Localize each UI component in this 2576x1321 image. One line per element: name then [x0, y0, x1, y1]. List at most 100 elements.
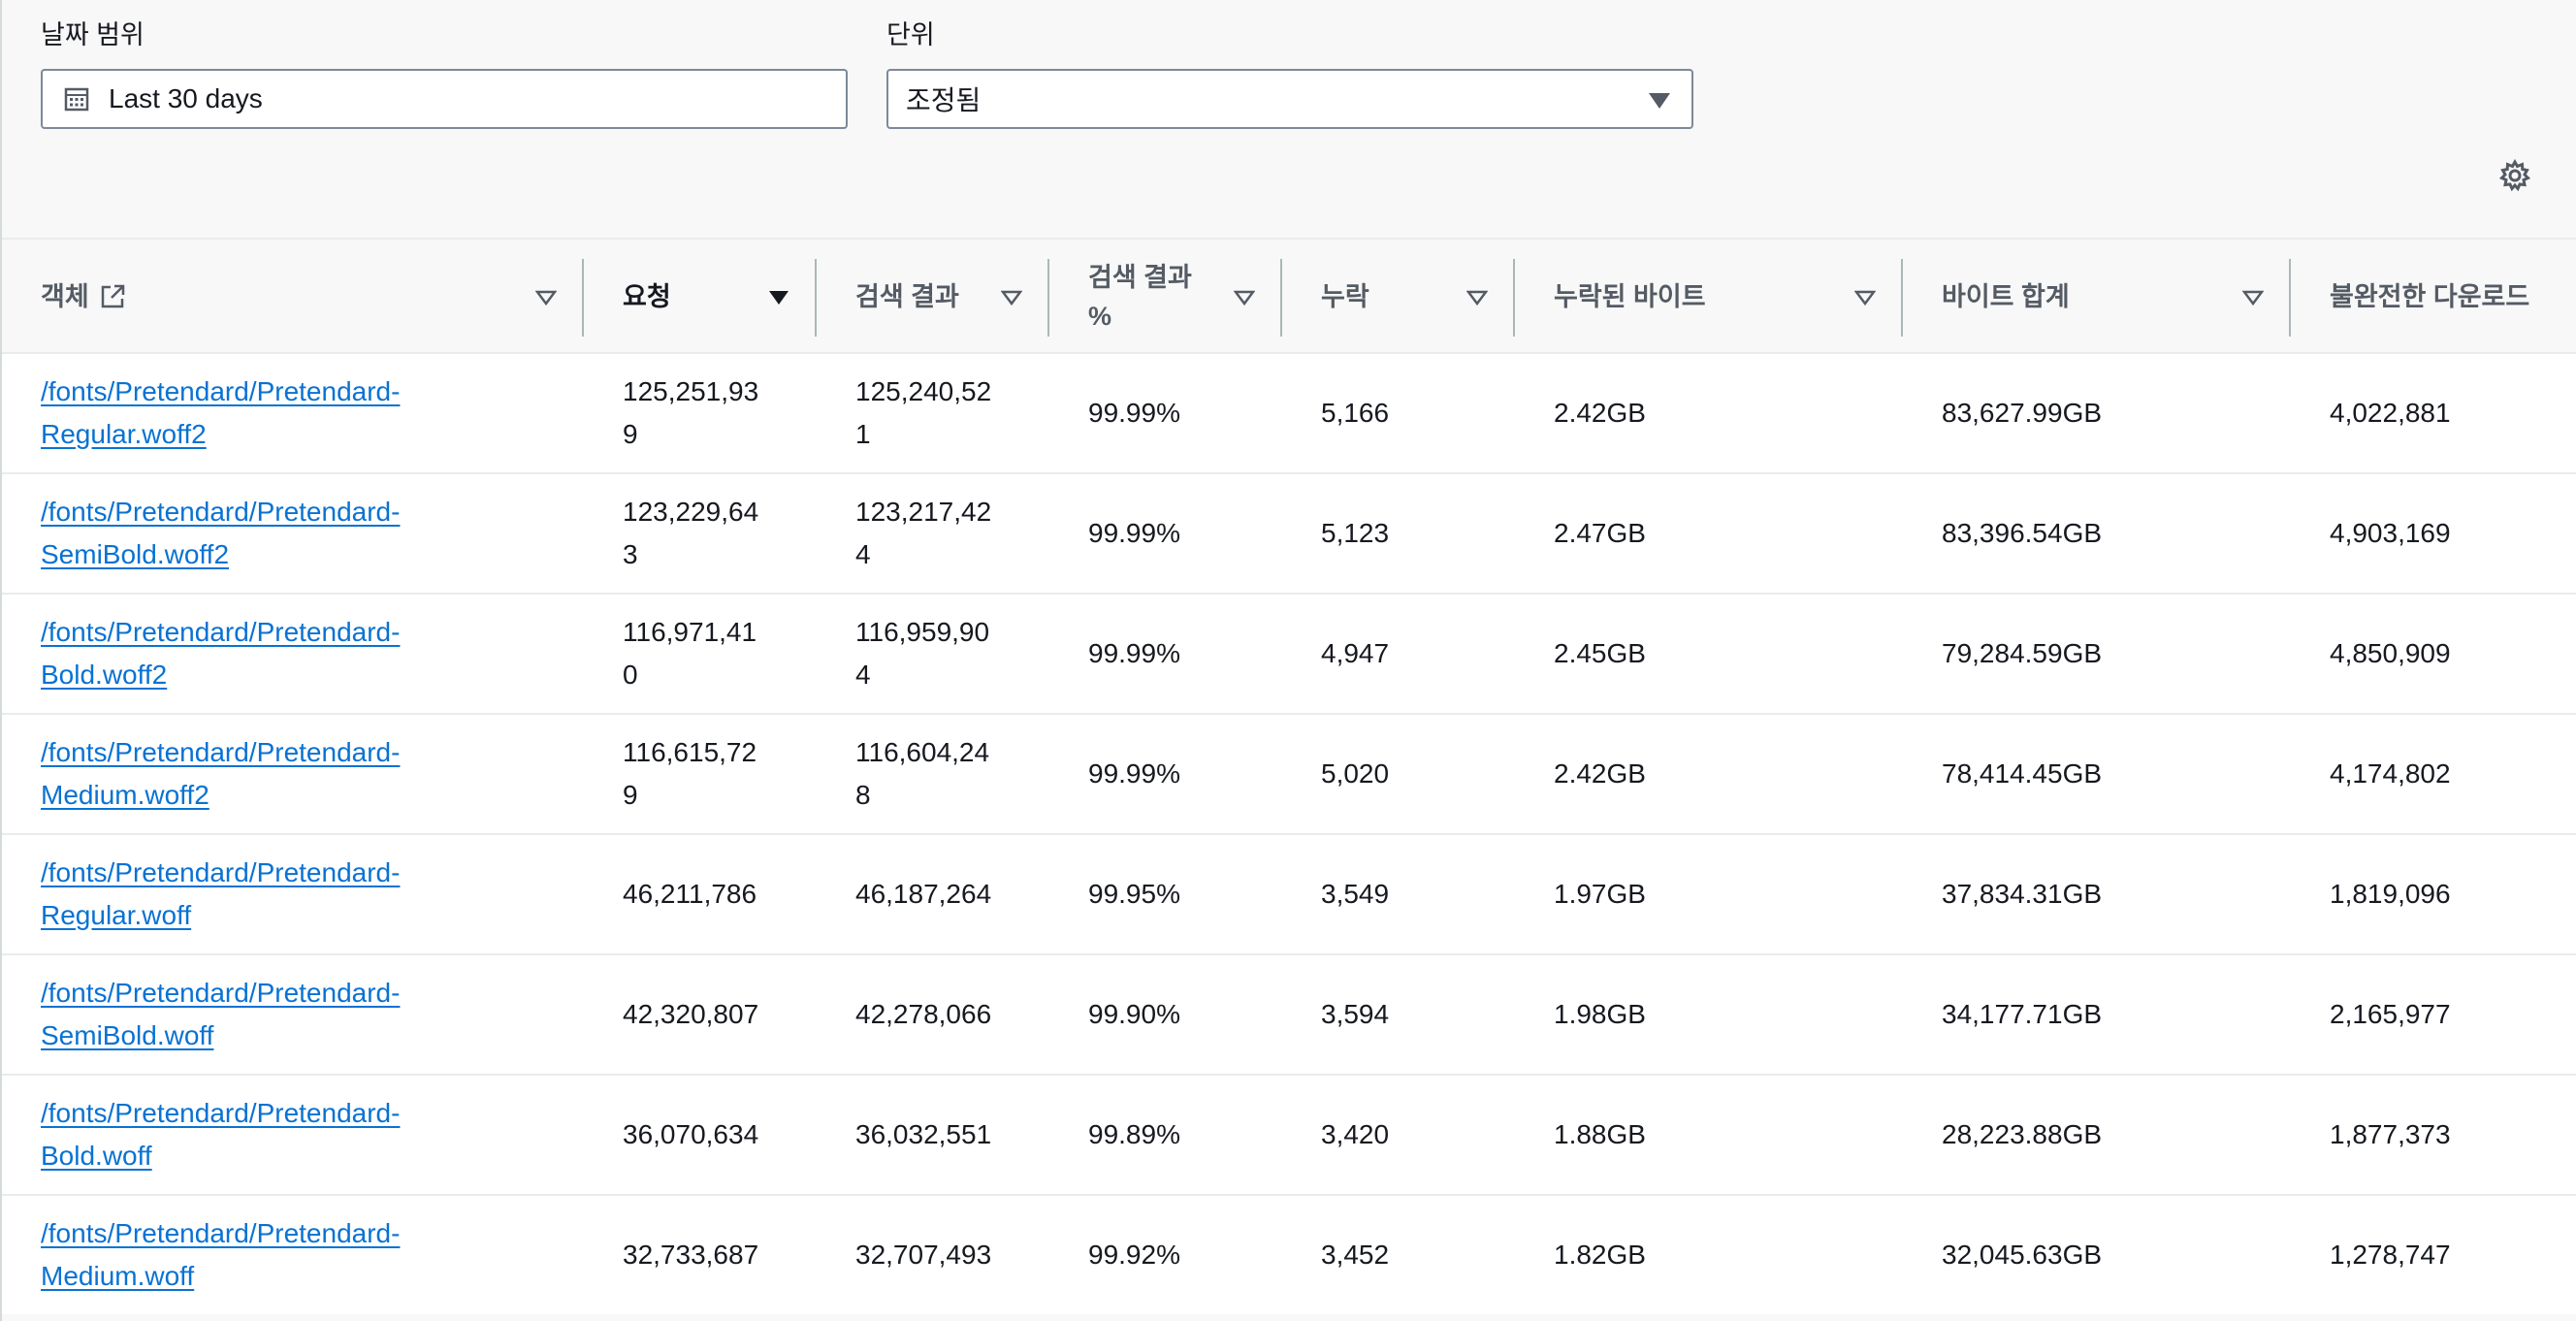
sort-descending-icon[interactable]: [768, 290, 789, 306]
sort-icon[interactable]: [535, 290, 557, 306]
table-cell-misses: 3,420: [1321, 1076, 1515, 1194]
table-cell-hits: 46,187,264: [855, 835, 1001, 953]
column-header-miss-bytes[interactable]: 누락된 바이트: [1554, 240, 1903, 354]
column-header-incomplete-downloads[interactable]: 불완전한 다운로드: [2330, 282, 2530, 311]
table-row: /fonts/Pretendard/Pretendard- Bold.woff 36…: [2, 1074, 2576, 1194]
column-resizer[interactable]: [582, 259, 584, 337]
object-link[interactable]: /fonts/Pretendard/Pretendard- Regular.wof…: [41, 857, 401, 930]
table-cell-hits: 36,032,551: [855, 1076, 1001, 1194]
table-body: /fonts/Pretendard/Pretendard- Regular.wof…: [2, 352, 2576, 1314]
column-resizer[interactable]: [1513, 259, 1515, 337]
object-link[interactable]: /fonts/Pretendard/Pretendard- Regular.wof…: [41, 376, 401, 449]
cell-value: 5,166: [1321, 398, 1390, 428]
cell-value: 2.45GB: [1554, 638, 1646, 668]
cell-value: 3,549: [1321, 879, 1390, 909]
table-cell-requests: 36,070,634: [623, 1076, 768, 1194]
object-link[interactable]: /fonts/Pretendard/Pretendard- Medium.woff: [41, 1218, 401, 1291]
table-cell-hit-pct: 99.99%: [1088, 354, 1282, 472]
table-cell-object: /fonts/Pretendard/Pretendard- Bold.woff2: [41, 595, 467, 713]
object-link[interactable]: /fonts/Pretendard/Pretendard- Medium.woff…: [41, 737, 401, 810]
table-cell-hits: 125,240,521: [855, 354, 1001, 472]
sort-icon[interactable]: [2242, 290, 2264, 306]
table-cell-incomplete: 4,850,909: [2330, 595, 2576, 713]
unit-select[interactable]: 조정됨: [886, 69, 1693, 129]
cell-value: 4,850,909: [2330, 638, 2451, 668]
table-cell-total-bytes: 37,834.31GB: [1942, 835, 2291, 953]
date-range-value: Last 30 days: [109, 83, 263, 113]
table-cell-hit-pct: 99.92%: [1088, 1196, 1282, 1314]
chevron-down-icon: [1649, 93, 1670, 109]
cell-value: 83,396.54GB: [1942, 518, 2103, 548]
cell-value: 1.98GB: [1554, 999, 1646, 1029]
column-header-requests[interactable]: 요청: [623, 240, 817, 354]
table-cell-misses: 4,947: [1321, 595, 1515, 713]
table-cell-hits: 32,707,493: [855, 1196, 1001, 1314]
table-row: /fonts/Pretendard/Pretendard- Bold.woff2 1…: [2, 593, 2576, 713]
sort-icon[interactable]: [1466, 290, 1488, 306]
cell-value: 2,165,977: [2330, 999, 2451, 1029]
cell-value: 99.99%: [1088, 638, 1180, 668]
table-cell-hit-pct: 99.99%: [1088, 715, 1282, 833]
cell-value: 3,594: [1321, 999, 1390, 1029]
cell-value: 32,707,493: [855, 1240, 992, 1270]
unit-label: 단위: [886, 20, 935, 49]
table-cell-requests: 116,615,729: [623, 715, 768, 833]
table-cell-object: /fonts/Pretendard/Pretendard- SemiBold.wo…: [41, 955, 467, 1074]
column-resizer[interactable]: [815, 259, 817, 337]
table-row: /fonts/Pretendard/Pretendard- SemiBold.wo…: [2, 472, 2576, 593]
column-header-total-bytes[interactable]: 바이트 합계: [1942, 240, 2291, 354]
table-cell-miss-bytes: 2.45GB: [1554, 595, 1903, 713]
column-header-hits[interactable]: 검색 결과: [855, 240, 1049, 354]
table-cell-miss-bytes: 2.47GB: [1554, 474, 1903, 593]
object-link[interactable]: /fonts/Pretendard/Pretendard- Bold.woff: [41, 1098, 401, 1171]
cell-value: 4,947: [1321, 638, 1390, 668]
cell-value: 2.42GB: [1554, 758, 1646, 789]
table-row: /fonts/Pretendard/Pretendard- Regular.wof…: [2, 352, 2576, 472]
column-header-object[interactable]: 객체: [41, 240, 584, 354]
table-cell-requests: 123,229,643: [623, 474, 768, 593]
cell-value: 123,229,643: [623, 497, 759, 569]
column-resizer[interactable]: [2289, 259, 2291, 337]
cell-value: 78,414.45GB: [1942, 758, 2103, 789]
table-cell-object: /fonts/Pretendard/Pretendard- SemiBold.wo…: [41, 474, 467, 593]
table-cell-object: /fonts/Pretendard/Pretendard- Medium.woff: [41, 1196, 467, 1314]
date-range-picker[interactable]: Last 30 days: [41, 69, 848, 129]
column-header-hit-percent[interactable]: 검색 결과 %: [1088, 240, 1282, 354]
object-link[interactable]: /fonts/Pretendard/Pretendard- SemiBold.wo…: [41, 497, 401, 569]
sort-icon[interactable]: [1001, 290, 1022, 306]
column-resizer[interactable]: [1901, 259, 1903, 337]
cell-value: 3,452: [1321, 1240, 1390, 1270]
object-link[interactable]: /fonts/Pretendard/Pretendard- Bold.woff2: [41, 617, 401, 690]
calendar-icon: [64, 86, 89, 112]
table-cell-incomplete: 1,819,096: [2330, 835, 2576, 953]
column-resizer[interactable]: [1047, 259, 1049, 337]
table-cell-miss-bytes: 1.88GB: [1554, 1076, 1903, 1194]
table-cell-incomplete: 4,022,881: [2330, 354, 2576, 472]
cell-value: 34,177.71GB: [1942, 999, 2103, 1029]
cell-value: 116,959,904: [855, 617, 990, 690]
table-header: 객체 요청 검색 결과 검색 결과 % 누락: [2, 238, 2576, 354]
column-resizer[interactable]: [1280, 259, 1282, 337]
cell-value: 2.47GB: [1554, 518, 1646, 548]
table-cell-miss-bytes: 1.97GB: [1554, 835, 1903, 953]
table-cell-incomplete: 1,877,373: [2330, 1076, 2576, 1194]
table-cell-miss-bytes: 1.82GB: [1554, 1196, 1903, 1314]
sort-icon[interactable]: [1854, 290, 1876, 306]
table-cell-total-bytes: 83,627.99GB: [1942, 354, 2291, 472]
table-cell-total-bytes: 34,177.71GB: [1942, 955, 2291, 1074]
object-link[interactable]: /fonts/Pretendard/Pretendard- SemiBold.wo…: [41, 978, 401, 1050]
table-cell-object: /fonts/Pretendard/Pretendard- Regular.wof…: [41, 835, 467, 953]
table-cell-miss-bytes: 2.42GB: [1554, 354, 1903, 472]
table-cell-misses: 5,166: [1321, 354, 1515, 472]
table-cell-requests: 32,733,687: [623, 1196, 768, 1314]
table-cell-total-bytes: 32,045.63GB: [1942, 1196, 2291, 1314]
sort-icon[interactable]: [1234, 290, 1255, 306]
external-link-icon[interactable]: [99, 283, 126, 310]
table-cell-incomplete: 4,903,169: [2330, 474, 2576, 593]
cell-value: 1,819,096: [2330, 879, 2451, 909]
gear-icon[interactable]: [2498, 158, 2531, 197]
cell-value: 99.90%: [1088, 999, 1180, 1029]
cell-value: 42,278,066: [855, 999, 992, 1029]
column-header-misses[interactable]: 누락: [1321, 240, 1515, 354]
cell-value: 99.99%: [1088, 758, 1180, 789]
